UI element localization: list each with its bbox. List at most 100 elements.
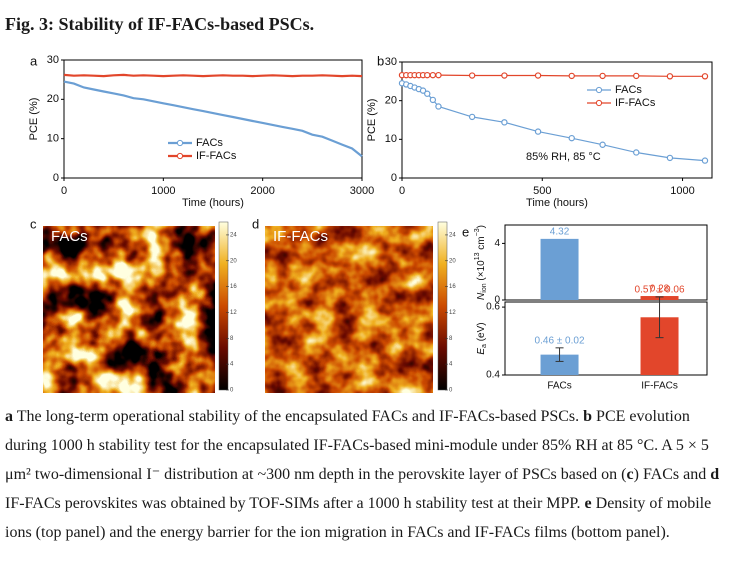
legend-marker <box>176 139 184 147</box>
caption-panel-letter: e <box>584 495 592 512</box>
data-point <box>419 87 427 94</box>
caption-panel-letter: b <box>583 408 593 425</box>
x-tick-label: 3000 <box>350 185 374 197</box>
y-tick-label: 0.4 <box>486 370 500 381</box>
y-axis-label: PCE (%) <box>28 98 40 141</box>
data-point <box>666 73 674 80</box>
data-point <box>633 72 640 80</box>
colorbar-tick-label: 20 <box>449 258 456 264</box>
caption-panel-letter: d <box>710 466 720 483</box>
colorbar-tick-label: 4 <box>230 362 234 368</box>
legend-label: IF-FACs <box>196 150 237 162</box>
panel-letter: b <box>377 53 384 68</box>
error-bar <box>555 347 564 362</box>
colorbar-tick-label: 12 <box>449 310 456 316</box>
panel-letter: e <box>462 224 469 239</box>
y-axis-label-part: (×10 <box>476 260 487 284</box>
y-axis-label-part: 13 <box>474 252 481 260</box>
y-tick-label: 30 <box>385 56 397 68</box>
data-point <box>468 113 476 121</box>
colorbar-tick-label: 0 <box>230 388 234 394</box>
series-line <box>402 74 705 77</box>
colorbar-tick-label: 0 <box>449 388 453 394</box>
panel-letter: a <box>30 53 38 68</box>
y-axis-label-part: (eV) <box>476 322 487 344</box>
y-axis-label-part: E <box>476 348 487 355</box>
colorbar-tick-label: 4 <box>449 362 453 368</box>
x-tick-label: 1000 <box>670 185 694 197</box>
data-point <box>501 119 508 126</box>
y-tick-label: 0 <box>391 172 397 184</box>
y-axis-label-part: −3 <box>474 228 481 236</box>
y-tick-label: 4 <box>494 238 500 249</box>
data-point <box>701 73 709 80</box>
data-point <box>599 72 606 80</box>
caption-panel-letter: c <box>626 466 634 483</box>
caption-text: The long-term operational stability of t… <box>13 408 584 425</box>
data-point <box>424 90 431 97</box>
caption-text: PCE evolution during 1000 h stability te… <box>5 408 709 483</box>
data-point <box>534 128 542 135</box>
series-line <box>63 73 363 78</box>
colorbar-tick-label: 24 <box>449 233 456 239</box>
colorbar-tick-label: 24 <box>230 233 237 239</box>
data-point <box>435 103 442 110</box>
panel-letter: c <box>30 216 37 231</box>
plot-frame <box>504 224 708 301</box>
y-tick-label: 20 <box>47 93 59 105</box>
heatmap-image <box>265 226 433 393</box>
value-label: 0.57 ± 0.06 <box>635 285 685 296</box>
y-tick-label: 20 <box>385 95 397 107</box>
colorbar-tick-label: 20 <box>230 258 237 264</box>
data-point <box>424 71 431 79</box>
heatmap-label: FACs <box>51 228 88 245</box>
y-axis-label-part: cm <box>476 236 487 252</box>
bar <box>540 354 579 375</box>
legend-label: FACs <box>615 84 642 96</box>
caption-text: Density of mobile ions (top panel) and t… <box>5 495 712 541</box>
caption-panel-letter: a <box>5 408 13 425</box>
data-point <box>701 157 709 164</box>
legend-label: FACs <box>196 137 223 149</box>
x-tick-label: 500 <box>533 185 551 197</box>
x-tick-label: 2000 <box>250 185 274 197</box>
data-point <box>666 154 674 162</box>
data-point <box>429 71 437 79</box>
y-axis-label: Ea (eV) <box>476 322 489 354</box>
value-label: 4.32 <box>550 227 570 238</box>
data-point <box>435 71 442 79</box>
x-tick-label: FACs <box>547 381 571 392</box>
caption-text: IF-FACs perovskites was obtained by TOF-… <box>5 495 585 512</box>
legend-marker <box>176 152 184 160</box>
colorbar-tick-label: 16 <box>230 284 237 290</box>
data-point <box>568 72 575 80</box>
caption: a The long-term operational stability of… <box>5 402 723 547</box>
y-tick-label: 0.6 <box>486 302 500 313</box>
x-tick-label: 1000 <box>151 185 175 197</box>
panel-letter: d <box>252 216 259 231</box>
plot-frame <box>401 61 713 179</box>
series-line <box>401 82 706 162</box>
heatmap-image <box>43 226 215 393</box>
annotation: 85% RH, 85 °C <box>526 151 601 163</box>
value-label: 0.28 <box>650 284 670 295</box>
data-point <box>568 134 575 142</box>
x-tick-label: 0 <box>399 185 405 197</box>
colorbar <box>218 221 229 391</box>
colorbar-tick-label: 16 <box>449 284 456 290</box>
colorbar-tick-label: 12 <box>230 310 237 316</box>
legend-marker <box>595 99 603 107</box>
x-tick-label: IF-FACs <box>641 381 678 392</box>
y-axis-label-part: N <box>476 292 487 300</box>
error-bar <box>655 296 664 339</box>
data-point <box>501 72 508 79</box>
y-tick-label: 30 <box>47 54 59 66</box>
legend-label: IF-FACs <box>615 97 656 109</box>
data-point <box>599 141 606 148</box>
plot-frame <box>63 59 363 179</box>
y-tick-label: 10 <box>385 133 397 145</box>
y-axis-label: Nion (×1013 cm−3) <box>474 225 488 300</box>
y-axis-label: PCE (%) <box>366 99 378 142</box>
